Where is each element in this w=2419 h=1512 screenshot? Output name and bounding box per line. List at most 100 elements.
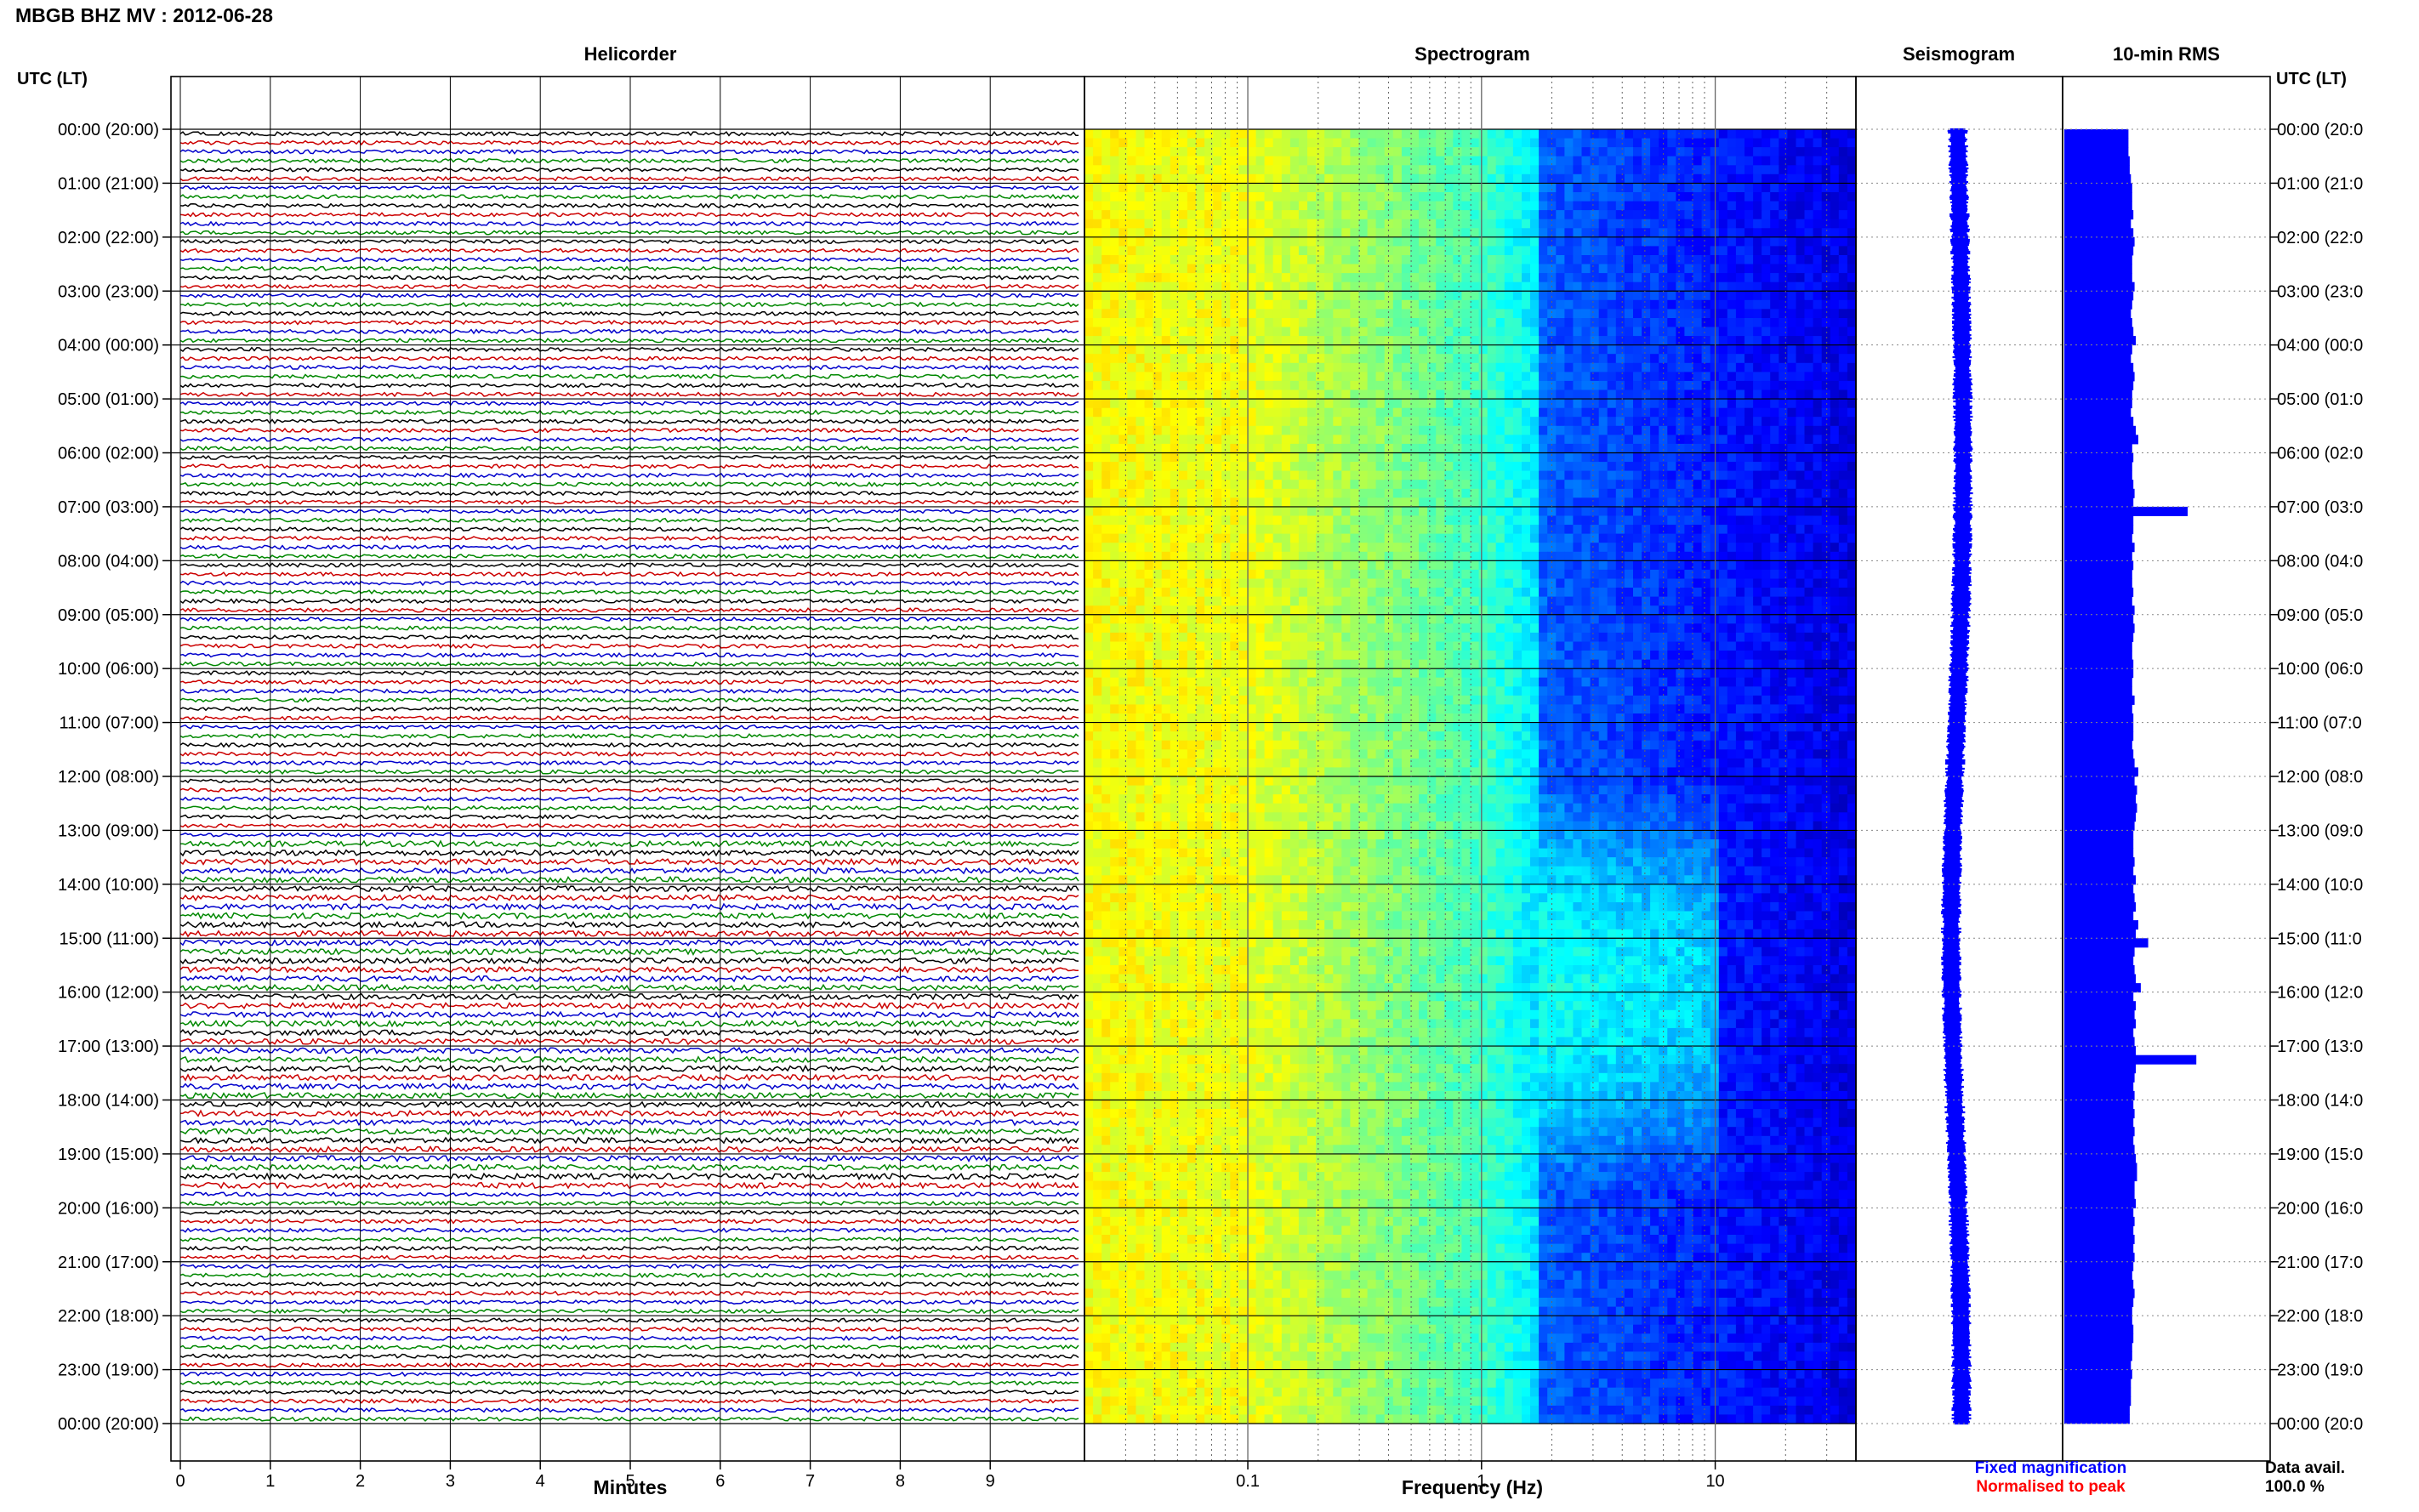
spectrogram-cell [1727, 173, 1737, 184]
spectrogram-cell [1341, 588, 1351, 598]
spectrogram-cell [1487, 362, 1497, 372]
spectrogram-cell [1178, 425, 1188, 435]
spectrogram-cell [1221, 452, 1231, 463]
spectrogram-cell [1564, 228, 1574, 238]
spectrogram-cell [1444, 578, 1454, 588]
spectrogram-cell [1718, 462, 1728, 472]
spectrogram-cell [1556, 281, 1565, 292]
spectrogram-cell [1718, 228, 1728, 238]
spectrogram-cell [1676, 210, 1686, 220]
spectrogram-cell [1830, 569, 1840, 580]
spectrogram-cell [1779, 551, 1788, 561]
spectrogram-cell [1444, 129, 1454, 139]
spectrogram-cell [1358, 533, 1369, 543]
spectrogram-cell [1633, 173, 1642, 184]
spectrogram-cell [1813, 183, 1823, 193]
spectrogram-cell [1281, 354, 1291, 364]
spectrogram-cell [1247, 497, 1257, 508]
spectrogram-cell [1530, 380, 1540, 391]
spectrogram-cell [1539, 443, 1548, 454]
spectrogram-cell [1255, 228, 1266, 238]
spectrogram-cell [1419, 264, 1428, 274]
spectrogram-cell [1753, 210, 1762, 220]
spectrogram-cell [1170, 389, 1180, 400]
spectrogram-cell [1289, 480, 1300, 490]
spectrogram-cell [1573, 362, 1583, 372]
spectrogram-cell [1247, 354, 1257, 364]
spectrogram-cell [1170, 299, 1180, 310]
spectrogram-cell [1101, 281, 1111, 292]
spectrogram-cell [1556, 443, 1565, 454]
spectrogram-cell [1127, 219, 1137, 229]
spectrogram-cell [1316, 236, 1325, 247]
spectrogram-cell [1272, 569, 1283, 580]
spectrogram-cell [1838, 362, 1848, 372]
spectrogram-cell [1289, 525, 1300, 535]
spectrogram-cell [1512, 452, 1523, 463]
spectrogram-cell [1676, 281, 1686, 292]
spectrogram-cell [1830, 462, 1840, 472]
spectrogram-cell [1427, 183, 1437, 193]
spectrogram-cell [1281, 623, 1291, 634]
spectrogram-cell [1238, 578, 1249, 588]
spectrogram-cell [1350, 417, 1360, 427]
spectrogram-cell [1178, 470, 1188, 480]
spectrogram-cell [1478, 372, 1488, 382]
spectrogram-cell [1230, 380, 1239, 391]
spectrogram-cell [1804, 201, 1814, 211]
spectrogram-cell [1316, 273, 1325, 283]
spectrogram-cell [1136, 183, 1146, 193]
spectrogram-cell [1272, 138, 1283, 148]
spectrogram-cell [1213, 525, 1222, 535]
spectrogram-cell [1684, 389, 1694, 400]
spectrogram-cell [1787, 480, 1797, 490]
spectrogram-cell [1170, 623, 1180, 634]
spectrogram-cell [1667, 525, 1676, 535]
spectrogram-cell [1238, 470, 1249, 480]
spectrogram-cell [1118, 183, 1128, 193]
spectrogram-cell [1522, 255, 1531, 265]
spectrogram-cell [1581, 614, 1591, 624]
spectrogram-cell [1830, 452, 1840, 463]
spectrogram-cell [1796, 138, 1806, 148]
spectrogram-cell [1084, 173, 1094, 184]
spectrogram-cell [1110, 344, 1119, 355]
spectrogram-cell [1581, 210, 1591, 220]
spectrogram-cell [1161, 533, 1171, 543]
spectrogram-cell [1367, 407, 1377, 418]
spectrogram-cell [1684, 380, 1694, 391]
spectrogram-cell [1598, 372, 1608, 382]
spectrogram-cell [1470, 488, 1480, 498]
spectrogram-cell [1539, 165, 1548, 175]
spectrogram-cell [1213, 336, 1222, 346]
spectrogram-cell [1401, 488, 1411, 498]
spectrogram-cell [1213, 614, 1222, 624]
spectrogram-cell [1101, 578, 1111, 588]
spectrogram-cell [1178, 525, 1188, 535]
spectrogram-cell [1796, 228, 1806, 238]
spectrogram-cell [1298, 362, 1308, 372]
spectrogram-cell [1495, 578, 1505, 588]
spectrogram-cell [1478, 336, 1488, 346]
spectrogram-cell [1522, 417, 1531, 427]
spectrogram-cell [1598, 299, 1608, 310]
spectrogram-cell [1419, 309, 1428, 319]
spectrogram-cell [1539, 462, 1548, 472]
spectrogram-cell [1779, 299, 1788, 310]
spectrogram-cell [1581, 281, 1591, 292]
spectrogram-cell [1487, 147, 1497, 157]
spectrogram-cell [1084, 318, 1094, 328]
spectrogram-cell [1333, 138, 1342, 148]
spectrogram-cell [1272, 560, 1283, 571]
spectrogram-cell [1298, 299, 1308, 310]
spectrogram-cell [1375, 488, 1386, 498]
spectrogram-cell [1350, 425, 1360, 435]
spectrogram-cell [1504, 354, 1514, 364]
spectrogram-cell [1787, 264, 1797, 274]
spectrogram-cell [1735, 129, 1745, 139]
spectrogram-cell [1118, 470, 1128, 480]
spectrogram-cell [1530, 318, 1540, 328]
spectrogram-cell [1573, 336, 1583, 346]
spectrogram-cell [1375, 147, 1386, 157]
spectrogram-cell [1607, 605, 1617, 616]
